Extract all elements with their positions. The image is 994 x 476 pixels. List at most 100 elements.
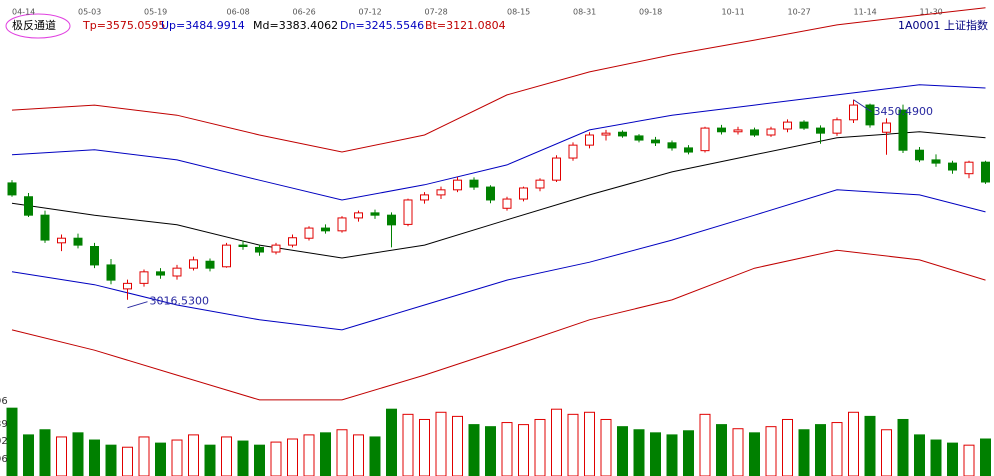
candle-body — [981, 161, 990, 183]
candle-body — [700, 127, 710, 152]
date-label: 05-19 — [144, 8, 167, 17]
volume-axis-label: 96 — [0, 396, 8, 407]
band-line — [11, 189, 986, 331]
volume-bar — [237, 440, 249, 476]
volume-bar — [386, 408, 397, 476]
band-line — [11, 131, 986, 259]
candle-body — [486, 186, 495, 201]
indicator-ring — [5, 13, 71, 39]
volume-bar — [452, 415, 463, 476]
candle-body — [189, 259, 198, 269]
volume-bar — [980, 438, 991, 476]
volume-bar — [501, 422, 513, 476]
candle-body — [898, 109, 908, 151]
legend-entry: Md=3383.4062 — [253, 19, 338, 32]
date-label: 06-26 — [293, 8, 316, 17]
volume-bar — [336, 429, 348, 476]
candle-body — [205, 260, 215, 269]
volume-bar — [122, 446, 133, 476]
indicator-name: 极反通道 — [12, 18, 56, 32]
candle-body — [172, 267, 182, 277]
volume-bar — [782, 418, 793, 476]
band-line — [11, 84, 986, 201]
volume-bar — [815, 424, 826, 476]
candle-body — [568, 144, 578, 159]
volume-bar — [848, 411, 859, 476]
candle-body — [849, 104, 858, 121]
date-label: 09-18 — [639, 8, 662, 17]
annotation-leader — [853, 99, 872, 113]
band-line — [11, 249, 986, 401]
volume-bar — [320, 432, 331, 476]
candle-body — [321, 227, 330, 232]
candle-body — [57, 237, 66, 244]
date-label: 10-11 — [722, 8, 745, 17]
volume-bar — [435, 411, 447, 476]
date-label: 10-27 — [788, 8, 811, 17]
volume-bar — [468, 424, 480, 476]
candle-body — [370, 212, 380, 216]
candle-body — [387, 214, 396, 226]
volume-axis-label: 02 — [0, 436, 8, 447]
volume-bar — [485, 426, 496, 476]
volume-bar — [633, 429, 645, 476]
candle-body — [832, 119, 842, 134]
volume-bar — [831, 422, 843, 476]
candle-body — [139, 271, 149, 284]
candle-body — [667, 142, 677, 149]
candle-body — [717, 127, 726, 133]
candle-body — [651, 139, 660, 144]
volume-bar — [666, 434, 678, 476]
volume-bar — [650, 432, 661, 476]
candle-body — [964, 161, 974, 175]
volume-bar — [600, 418, 612, 476]
volume-bar — [39, 429, 51, 476]
volume-bar — [204, 444, 216, 476]
candle-body — [403, 199, 413, 225]
candle-body — [354, 212, 363, 219]
volume-bar — [584, 411, 595, 476]
volume-bar — [402, 413, 414, 476]
candle-body — [106, 264, 116, 281]
candle-body — [585, 134, 594, 146]
candle-body — [469, 179, 479, 188]
candle-body — [288, 237, 297, 246]
volume-bar — [897, 418, 909, 476]
candle-body — [519, 187, 528, 200]
candle-body — [436, 189, 446, 196]
candle-body — [931, 159, 941, 164]
volume-bar — [534, 418, 546, 476]
volume-bar — [6, 407, 18, 476]
low-label: 3016.5300 — [150, 295, 210, 308]
volume-bar — [518, 424, 529, 476]
date-label: 07-12 — [359, 8, 382, 17]
band-line — [11, 7, 986, 153]
volume-bar — [369, 436, 381, 476]
legend-entry: Bt=3121.0804 — [425, 19, 506, 32]
volume-bar — [89, 439, 100, 476]
candle-body — [684, 147, 693, 153]
candle-body — [255, 246, 264, 253]
date-label: 08-31 — [573, 8, 596, 17]
volume-bar — [419, 418, 430, 476]
volume-bar — [699, 413, 711, 476]
date-label: 06-08 — [227, 8, 250, 17]
candle-body — [420, 194, 429, 201]
volume-bar — [617, 426, 628, 476]
candle-body — [238, 244, 248, 248]
candle-body — [882, 122, 891, 133]
annotation-leader — [127, 301, 148, 309]
candle-body — [766, 128, 776, 136]
volume-bar — [963, 444, 975, 476]
volume-bar — [56, 436, 67, 476]
volume-bar — [930, 439, 942, 476]
legend-entry: Tp=3575.0595 — [82, 19, 165, 32]
symbol: 1A0001 上证指数 — [898, 18, 988, 32]
candle-body — [552, 157, 561, 181]
volume-axis-label: 96 — [0, 454, 8, 465]
candle-body — [783, 121, 792, 130]
candle-body — [271, 244, 281, 253]
volume-bar — [221, 436, 232, 476]
candle-body — [73, 237, 83, 246]
volume-bar — [947, 442, 958, 476]
